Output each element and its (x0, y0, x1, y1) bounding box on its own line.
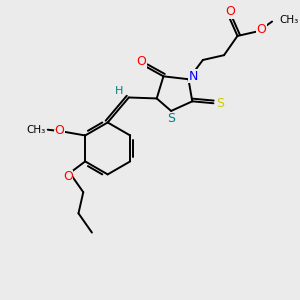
Text: O: O (136, 56, 146, 68)
Text: O: O (225, 5, 235, 18)
Text: O: O (63, 170, 73, 183)
Text: O: O (54, 124, 64, 137)
Text: S: S (216, 97, 224, 110)
Text: H: H (115, 86, 123, 96)
Text: O: O (256, 23, 266, 36)
Text: methoxy: methoxy (50, 128, 56, 130)
Text: S: S (167, 112, 175, 125)
Text: CH₃: CH₃ (280, 15, 299, 25)
Text: CH₃: CH₃ (26, 125, 46, 135)
Text: N: N (189, 70, 198, 83)
